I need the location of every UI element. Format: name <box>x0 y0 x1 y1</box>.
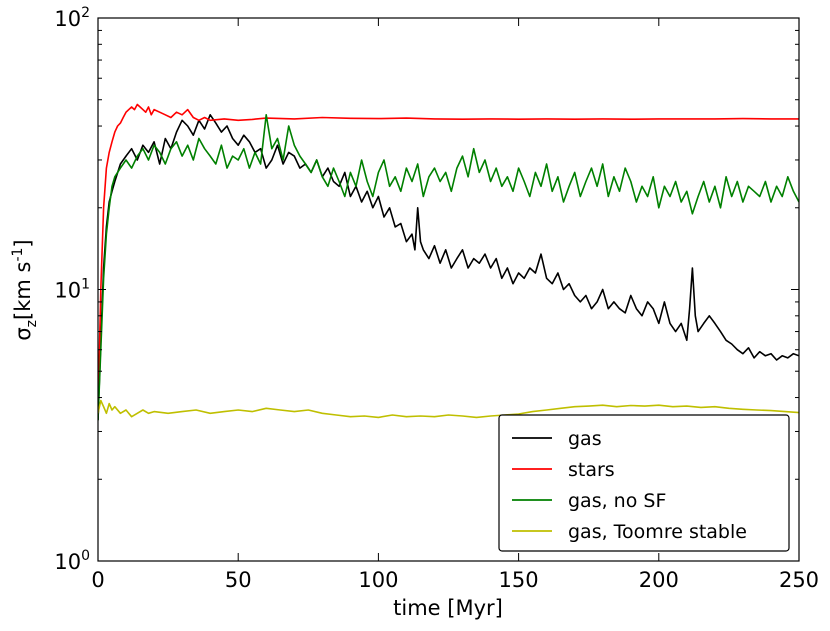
x-tick-label-3: 150 <box>499 568 539 592</box>
ticks-layer: 0 50 100 150 200 250 100 101 102 <box>54 5 819 592</box>
x-axis-label: time [Myr] <box>393 596 503 620</box>
legend: gas stars gas, no SF gas, Toomre stable <box>498 414 790 552</box>
y-axis-label-sigma: σ <box>11 327 35 340</box>
series-line-0 <box>98 114 799 421</box>
y-axis-label-unit-close: ] <box>11 239 35 247</box>
y-tick-label-0: 100 <box>54 548 90 574</box>
legend-label-0: gas <box>568 428 602 450</box>
y-axis-label: σz[km s-1] <box>10 239 40 340</box>
series-layer <box>98 103 799 421</box>
legend-label-1: stars <box>568 459 615 481</box>
y-axis-label-sub: z <box>24 320 40 327</box>
series-line-1 <box>98 103 799 414</box>
series-line-2 <box>98 114 799 421</box>
x-tick-label-4: 200 <box>639 568 679 592</box>
y-axis-label-unit-open: [km s <box>11 262 35 320</box>
x-tick-label-0: 0 <box>91 568 104 592</box>
series-line-3 <box>98 399 799 419</box>
y-tick-label-1: 101 <box>54 277 90 303</box>
y-tick-label-2: 102 <box>54 5 90 31</box>
x-tick-label-1: 50 <box>225 568 252 592</box>
legend-label-2: gas, no SF <box>568 490 666 512</box>
legend-label-3: gas, Toomre stable <box>568 521 747 543</box>
x-tick-label-5: 250 <box>779 568 819 592</box>
x-tick-label-2: 100 <box>358 568 398 592</box>
y-axis-label-sup: -1 <box>10 248 26 262</box>
legend-box <box>498 414 790 552</box>
